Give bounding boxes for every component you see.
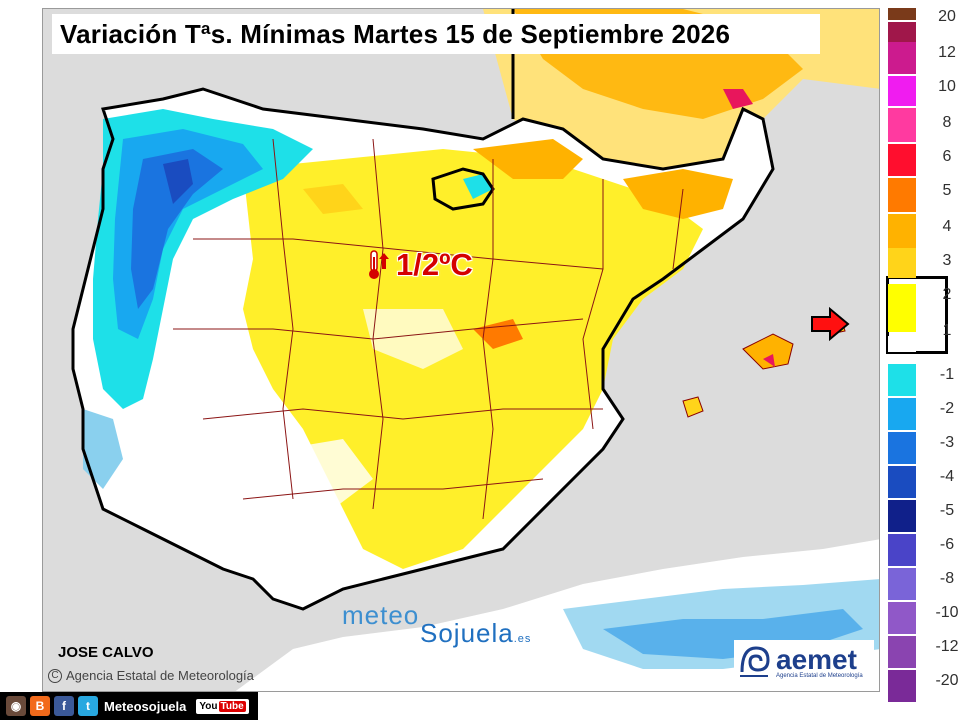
legend-label: 10 [938, 78, 956, 95]
aemet-name: aemet [776, 644, 857, 675]
callout-value: 1/2ºC [396, 247, 473, 282]
legend-label: -20 [935, 672, 959, 689]
legend-label: 3 [942, 252, 952, 269]
legend-label: 12 [938, 44, 956, 61]
legend-swatch [888, 364, 916, 396]
aemet-subtitle: Agencia Estatal de Meteorología [776, 673, 863, 679]
instagram-icon[interactable]: ◉ [6, 696, 26, 716]
temperature-map [42, 8, 880, 692]
legend-swatch [888, 398, 916, 430]
legend-label: 1 [942, 322, 952, 339]
la-rioja-outline [431, 167, 495, 211]
legend-swatch [888, 76, 916, 106]
color-scale-legend: 20 12 10 8 6 5 4 3 2 1 -1 -2 -3 -4 -5 -6 -8 -10 -12 -20 [886, 8, 960, 702]
copyright-text: Agencia Estatal de Meteorología [66, 668, 254, 683]
youtube-label-b: Tube [218, 700, 246, 712]
watermark-part2: Sojuela [420, 618, 514, 648]
legend-swatch [888, 42, 916, 74]
twitter-icon[interactable]: t [78, 696, 98, 716]
watermark-part1: meteo [342, 600, 420, 630]
province-borders [173, 138, 684, 520]
youtube-label-a: You [199, 700, 218, 712]
facebook-icon[interactable]: f [54, 696, 74, 716]
author-name: JOSE CALVO [58, 644, 154, 661]
legend-swatch [888, 602, 916, 634]
legend-label: -2 [939, 400, 955, 417]
red-arrow-icon [810, 306, 850, 347]
legend-swatch [888, 144, 916, 176]
legend-swatch [888, 336, 916, 352]
legend-swatch [888, 284, 916, 332]
map-title: Variación Tªs. Mínimas Martes 15 de Sept… [52, 14, 820, 54]
copyright-icon: C [48, 668, 62, 683]
thermometer-up-icon [368, 249, 390, 281]
aemet-spiral-icon [738, 642, 772, 685]
legend-swatch [888, 248, 916, 278]
legend-label: -8 [939, 570, 955, 587]
legend-label: -3 [939, 434, 955, 451]
meteosojuela-watermark: meteo Sojuela.es [342, 600, 530, 648]
legend-label: -12 [935, 638, 959, 655]
legend-label: -5 [939, 502, 955, 519]
legend-swatch [888, 466, 916, 498]
legend-swatch [888, 636, 916, 668]
legend-label: 2 [942, 286, 952, 303]
legend-label: 4 [942, 218, 952, 235]
map-canvas [43, 9, 879, 691]
legend-label: -10 [935, 604, 959, 621]
legend-label: -6 [939, 536, 955, 553]
legend-swatch [888, 500, 916, 532]
youtube-icon[interactable]: You Tube [196, 698, 249, 714]
legend-swatch [888, 432, 916, 464]
legend-label: -1 [939, 366, 955, 383]
legend-swatch [888, 214, 916, 248]
legend-swatch [888, 670, 916, 702]
watermark-part3: .es [513, 633, 532, 645]
legend-swatch [888, 108, 916, 142]
iberia-coastline [71, 87, 775, 611]
social-bar: ◉ B f t Meteosojuela You Tube [0, 692, 258, 720]
legend-label: 5 [942, 182, 952, 199]
legend-swatch [888, 534, 916, 566]
ibiza [682, 396, 704, 418]
blogger-icon[interactable]: B [30, 696, 50, 716]
legend-swatch [888, 568, 916, 600]
legend-label: 20 [938, 8, 956, 25]
legend-label: -4 [939, 468, 955, 485]
legend-highlight-box [886, 276, 948, 354]
legend-swatch [888, 178, 916, 212]
temperature-callout: 1/2ºC [368, 247, 473, 282]
social-handle: Meteosojuela [104, 698, 187, 714]
aemet-logo: aemet Agencia Estatal de Meteorología [734, 640, 874, 686]
copyright-line: C Agencia Estatal de Meteorología [48, 668, 254, 683]
legend-label: 8 [942, 114, 952, 131]
legend-swatch [888, 8, 916, 20]
legend-label: 6 [942, 148, 952, 165]
mallorca [742, 333, 794, 370]
